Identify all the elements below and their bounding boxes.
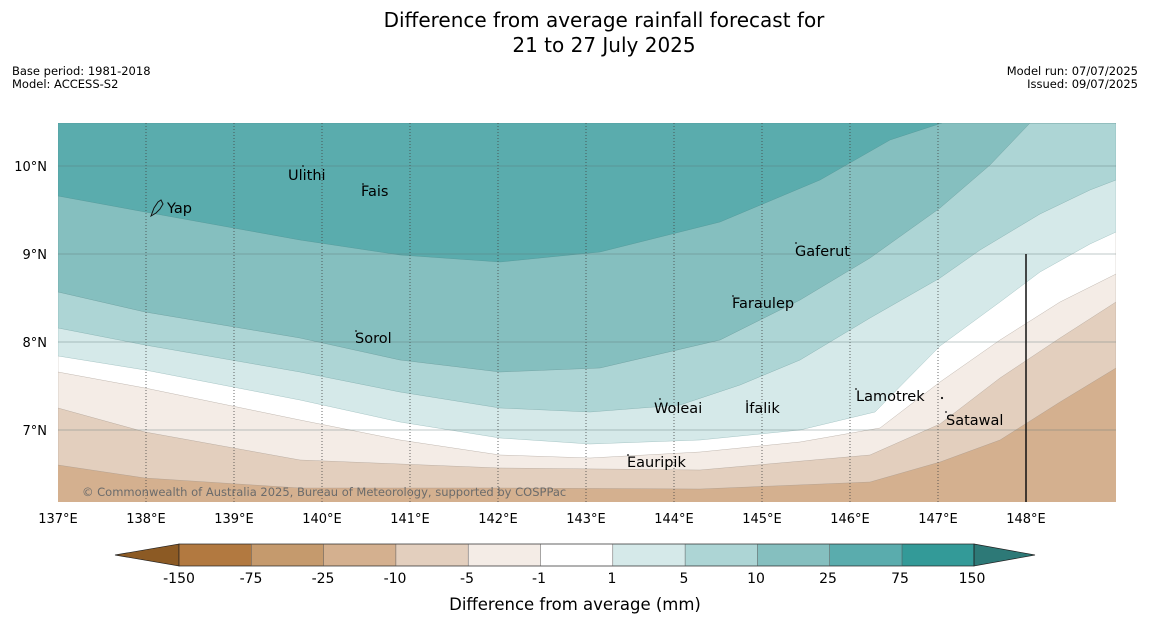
base-period: Base period: 1981-2018 bbox=[12, 64, 151, 78]
place-label-woleai: Woleai bbox=[654, 401, 702, 417]
lon-label-141: 141°E bbox=[390, 512, 430, 527]
place-label-sorol: Sorol bbox=[355, 331, 392, 347]
latitude-lines bbox=[58, 165, 1116, 431]
cb-tick-5: 5 bbox=[680, 571, 689, 587]
lon-label-145: 145°E bbox=[742, 512, 782, 527]
colorbar-segment-6 bbox=[540, 544, 613, 566]
model-name: Model: ACCESS-S2 bbox=[12, 77, 119, 91]
colorbar-segment-3 bbox=[323, 544, 396, 566]
cb-tick-minus-25: -25 bbox=[312, 571, 335, 587]
yap-island bbox=[150, 199, 164, 218]
colorbar-high-extension bbox=[973, 543, 1036, 567]
band-25-to-75 bbox=[58, 123, 943, 263]
title-line-1: Difference from average rainfall forecas… bbox=[383, 8, 825, 32]
colorbar-segment-2 bbox=[251, 544, 324, 566]
place-label-fais: Fais bbox=[361, 184, 388, 200]
map-title: Difference from average rainfall forecas… bbox=[0, 8, 1150, 58]
lon-label-138: 138°E bbox=[126, 512, 166, 527]
place-labels: Yap Ulithi Fais Gaferut Faraulep Sorol W… bbox=[166, 168, 1003, 471]
graticule bbox=[145, 123, 939, 502]
lon-label-144: 144°E bbox=[654, 512, 694, 527]
colorbar-title: Difference from average (mm) bbox=[449, 595, 701, 614]
place-label-eauripik: Eauripik bbox=[627, 455, 686, 471]
lon-label-139: 139°E bbox=[214, 512, 254, 527]
place-label-ulithi: Ulithi bbox=[288, 168, 326, 184]
lon-label-143: 143°E bbox=[566, 512, 606, 527]
issued-date: Issued: 09/07/2025 bbox=[1027, 77, 1138, 91]
colorbar-segment-11 bbox=[902, 544, 974, 566]
place-label-satawal: Satawal bbox=[946, 413, 1003, 429]
cb-tick-75: 75 bbox=[891, 571, 909, 587]
meta-right: Model run: 07/07/2025 Issued: 09/07/2025 bbox=[1007, 65, 1138, 91]
colorbar-segment-10 bbox=[829, 544, 902, 566]
cb-tick-minus-1: -1 bbox=[532, 571, 546, 587]
cb-tick-1: 1 bbox=[608, 571, 617, 587]
lon-label-142: 142°E bbox=[478, 512, 518, 527]
lat-label-7: 7°N bbox=[23, 424, 48, 439]
cb-tick-minus-150: -150 bbox=[163, 571, 195, 587]
colorbar-segment-1 bbox=[179, 544, 252, 566]
title-line-2: 21 to 27 July 2025 bbox=[512, 33, 696, 57]
colorbar-segment-8 bbox=[685, 544, 758, 566]
longitude-tick-labels: 137°E 138°E 139°E 140°E 141°E 142°E 143°… bbox=[38, 512, 1046, 527]
place-label-ifalik: Ifalik bbox=[745, 401, 780, 417]
cb-tick-minus-75: -75 bbox=[240, 571, 263, 587]
cb-tick-minus-10: -10 bbox=[384, 571, 407, 587]
cb-tick-25: 25 bbox=[819, 571, 837, 587]
model-run: Model run: 07/07/2025 bbox=[1006, 64, 1138, 78]
colorbar-segment-4 bbox=[395, 544, 469, 566]
colorbar-low-extension bbox=[114, 543, 180, 567]
island-dots bbox=[302, 165, 947, 456]
place-label-lamotrek: Lamotrek bbox=[856, 389, 925, 405]
colorbar bbox=[114, 543, 1036, 567]
meta-left: Base period: 1981-2018 Model: ACCESS-S2 bbox=[12, 65, 151, 91]
colorbar-tick-labels: -150 -75 -25 -10 -5 -1 1 5 10 25 75 150 bbox=[163, 571, 985, 587]
colorbar-segment-7 bbox=[612, 544, 686, 566]
place-label-faraulep: Faraulep bbox=[732, 296, 794, 312]
lon-label-148: 148°E bbox=[1006, 512, 1046, 527]
lat-label-8: 8°N bbox=[23, 336, 48, 351]
place-label-gaferut: Gaferut bbox=[795, 244, 850, 260]
colorbar-segment-9 bbox=[757, 544, 830, 566]
colorbar-segment-5 bbox=[468, 544, 541, 566]
cb-tick-minus-5: -5 bbox=[460, 571, 474, 587]
lon-label-137: 137°E bbox=[38, 512, 78, 527]
cb-tick-150: 150 bbox=[959, 571, 986, 587]
cb-tick-10: 10 bbox=[747, 571, 765, 587]
lon-label-147: 147°E bbox=[918, 512, 958, 527]
latitude-tick-labels: 10°N 9°N 8°N 7°N bbox=[14, 160, 47, 439]
lon-label-140: 140°E bbox=[302, 512, 342, 527]
lat-label-10: 10°N bbox=[14, 160, 47, 175]
place-label-yap: Yap bbox=[166, 201, 192, 217]
contour-bands bbox=[58, 123, 1116, 502]
copyright-text: © Commonwealth of Australia 2025, Bureau… bbox=[82, 485, 566, 499]
lon-label-146: 146°E bbox=[830, 512, 870, 527]
lat-label-9: 9°N bbox=[23, 248, 48, 263]
